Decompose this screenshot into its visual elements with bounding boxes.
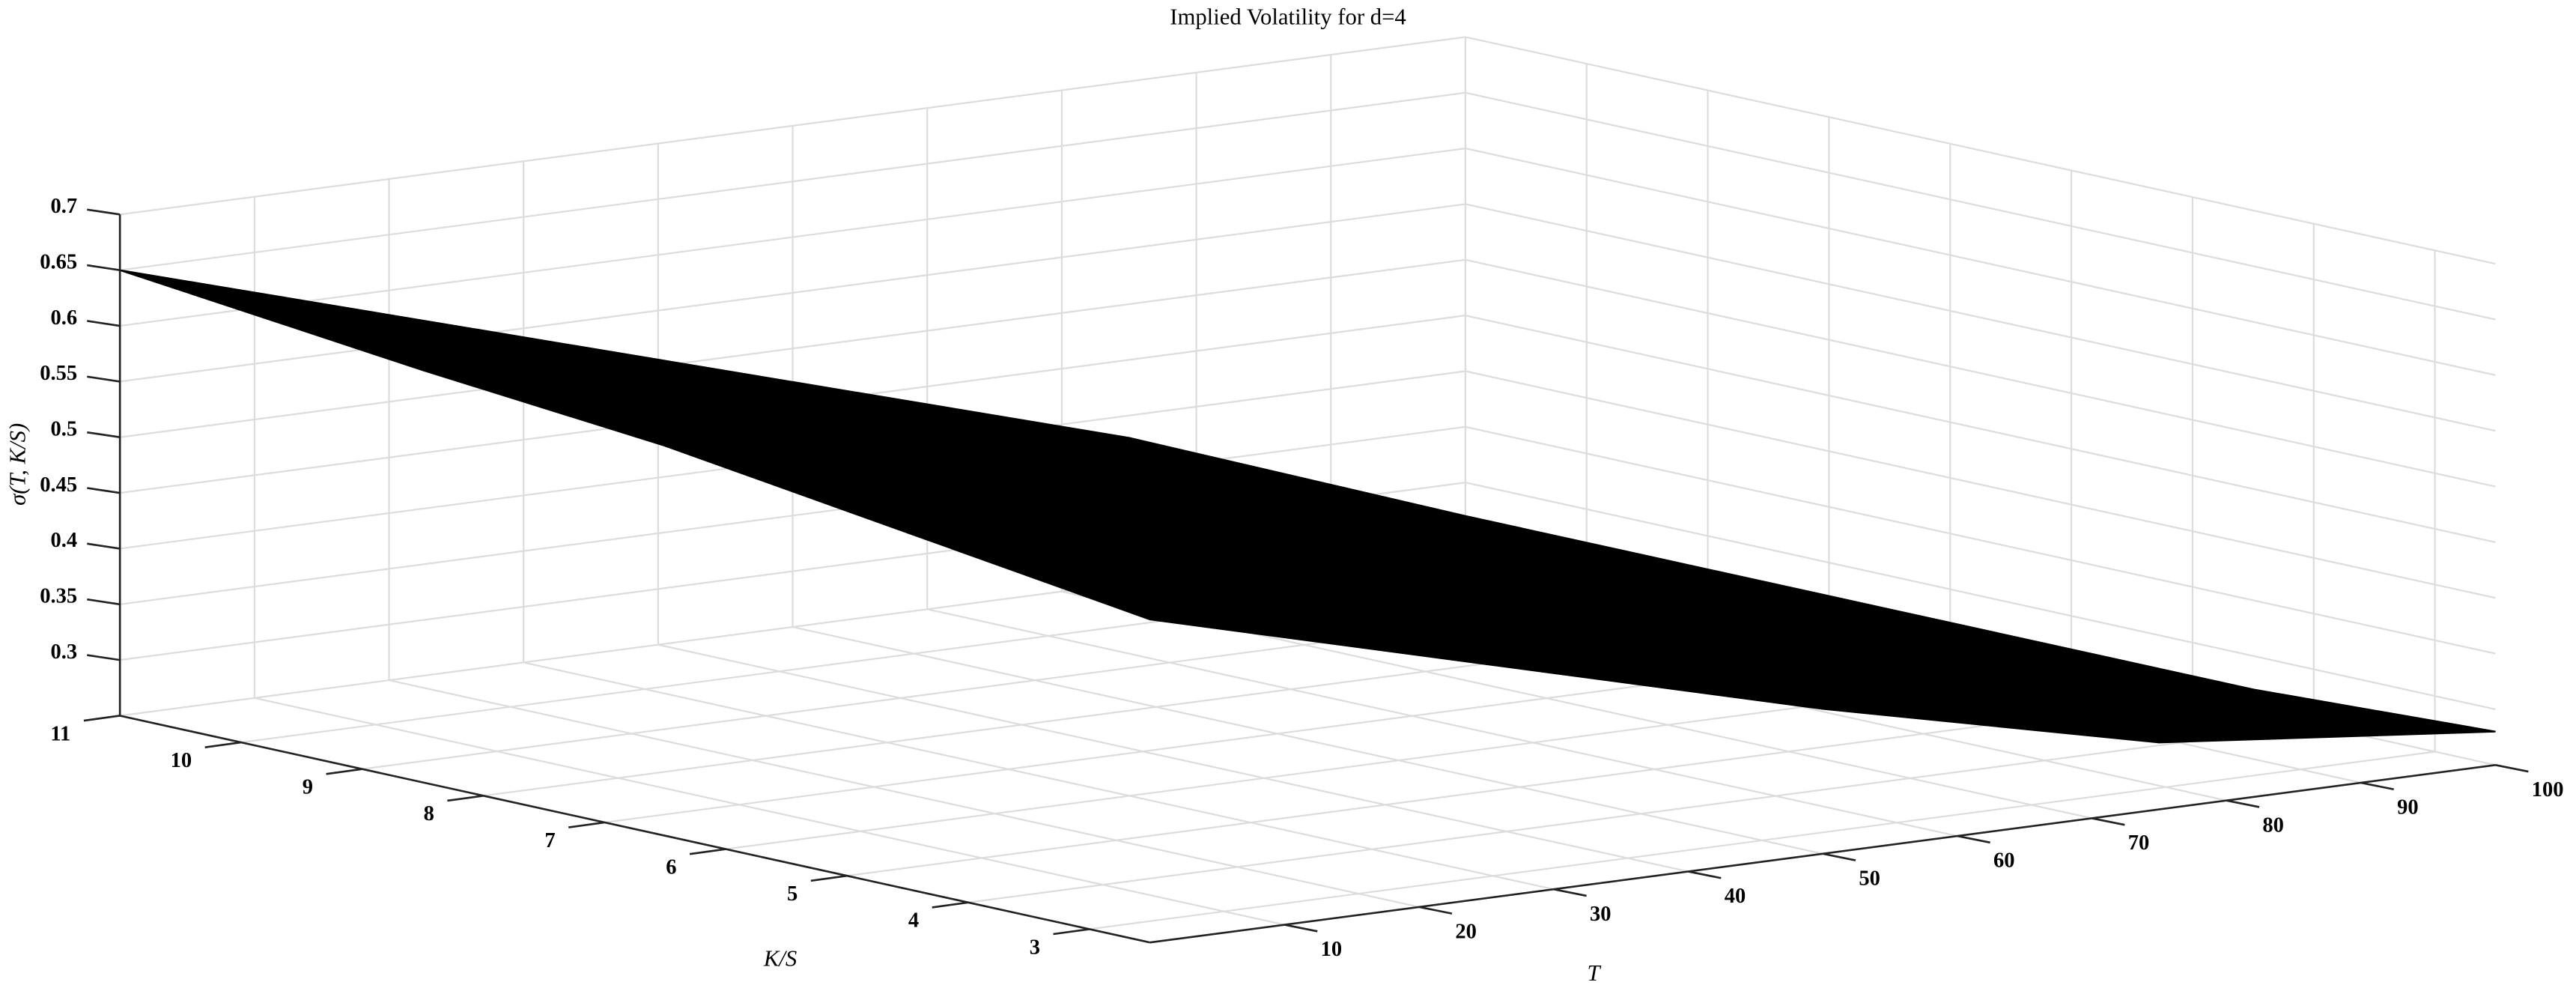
z-tick xyxy=(87,320,121,327)
z-tick xyxy=(87,542,121,550)
y-tick xyxy=(326,768,362,775)
x-tick xyxy=(1553,888,1587,897)
y-tick-label: 11 xyxy=(50,722,70,745)
z-tick xyxy=(87,208,121,216)
x-tick-label: 20 xyxy=(1455,920,1477,943)
x-tick-label: 70 xyxy=(2128,831,2150,855)
x-tick xyxy=(2226,799,2260,808)
surface-patch xyxy=(119,269,760,428)
z-tick xyxy=(87,264,121,271)
y-axis xyxy=(119,715,1150,944)
grid-line xyxy=(1465,203,2496,432)
grid-line xyxy=(1465,91,2496,321)
chart-title: Implied Volatility for d=4 xyxy=(1170,4,1406,29)
z-tick xyxy=(87,375,121,383)
x-tick-label: 50 xyxy=(1859,867,1880,890)
z-tick-label: 0.65 xyxy=(40,250,77,273)
grid-line xyxy=(1465,36,2496,265)
x-tick-label: 100 xyxy=(2532,778,2564,801)
y-tick xyxy=(689,848,726,855)
y-tick xyxy=(204,741,242,748)
y-tick-label: 7 xyxy=(544,829,555,852)
grid-line xyxy=(657,643,1689,873)
grid-line xyxy=(926,608,1958,837)
y-tick-label: 4 xyxy=(908,909,919,933)
x-tick xyxy=(1688,870,1722,879)
x-tick xyxy=(2360,781,2394,791)
z-tick xyxy=(87,654,121,661)
y-tick-label: 5 xyxy=(787,882,798,906)
grid-line xyxy=(1465,148,2496,376)
x-tick-label: 60 xyxy=(1993,849,2015,873)
grid-line xyxy=(1465,425,2496,655)
z-tick-label: 0.6 xyxy=(50,306,77,330)
x-tick xyxy=(1822,852,1856,861)
x-tick-label: 90 xyxy=(2397,796,2419,819)
x-tick xyxy=(1957,834,1990,844)
grid-line xyxy=(1465,258,2496,488)
y-tick xyxy=(447,795,484,802)
x-tick-label: 80 xyxy=(2262,813,2284,837)
x-tick xyxy=(2092,817,2125,826)
z-tick-label: 0.45 xyxy=(40,473,77,497)
z-tick-label: 0.55 xyxy=(40,362,77,385)
z-tick xyxy=(87,487,121,494)
x-tick xyxy=(1418,906,1453,915)
y-tick xyxy=(810,874,848,882)
x-axis-label: T xyxy=(1588,960,1602,986)
grid-line xyxy=(254,697,1285,926)
y-tick xyxy=(1053,928,1090,936)
z-tick-label: 0.35 xyxy=(40,585,77,608)
x-tick-label: 40 xyxy=(1725,885,1746,908)
y-axis-label: K/S xyxy=(763,945,797,971)
y-tick xyxy=(932,901,969,909)
grid-line xyxy=(523,661,1554,891)
grid-line xyxy=(389,679,1420,908)
grid-line xyxy=(1465,370,2496,599)
surface-patch xyxy=(1128,437,1769,584)
grid-line xyxy=(792,625,1823,855)
z-tick xyxy=(87,598,121,606)
x-tick-label: 30 xyxy=(1590,903,1611,926)
y-tick-label: 6 xyxy=(666,855,676,879)
z-tick xyxy=(87,431,121,439)
grid-line xyxy=(1465,482,2496,711)
y-tick xyxy=(83,715,121,722)
x-tick xyxy=(1284,924,1318,933)
y-tick-label: 9 xyxy=(303,776,313,799)
z-tick-label: 0.5 xyxy=(50,418,77,441)
y-tick-label: 3 xyxy=(1030,936,1040,959)
z-tick-label: 0.3 xyxy=(50,640,77,664)
grid-line xyxy=(1089,751,2435,930)
grid-line xyxy=(1465,315,2496,543)
grid-line xyxy=(846,697,2193,877)
z-tick-label: 0.7 xyxy=(50,195,77,218)
y-tick-label: 8 xyxy=(424,802,434,825)
grid-line xyxy=(967,724,2314,903)
z-axis-label: σ(T, K/S) xyxy=(4,423,30,506)
y-tick-label: 10 xyxy=(171,749,192,772)
x-tick-label: 10 xyxy=(1321,938,1343,961)
x-tick xyxy=(2495,764,2529,773)
z-tick-label: 0.4 xyxy=(50,529,77,552)
y-tick xyxy=(568,821,605,828)
